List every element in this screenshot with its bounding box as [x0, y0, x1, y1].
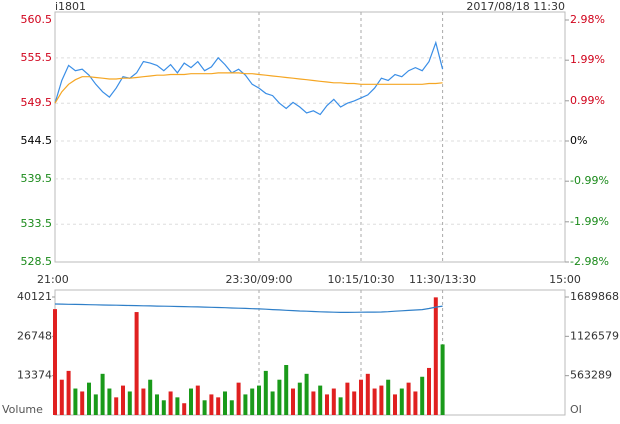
- volume-bar: [175, 397, 180, 415]
- volume-bar: [209, 394, 214, 415]
- volume-bar: [257, 385, 261, 415]
- volume-bar: [53, 309, 57, 415]
- volume-bar: [365, 373, 370, 415]
- volume-bar: [263, 370, 268, 415]
- volume-bar: [420, 376, 425, 415]
- y2-tick-label: 0.99%: [570, 94, 605, 107]
- volume-bar: [229, 400, 234, 415]
- volume-bar: [107, 388, 112, 415]
- volume-bar: [338, 397, 343, 415]
- volume-bar: [277, 379, 282, 415]
- volume-bar: [311, 391, 316, 415]
- volume-bar: [372, 388, 377, 415]
- y2-tick-label: 1.99%: [570, 53, 605, 66]
- volume-bar: [433, 297, 438, 415]
- volume-bar: [243, 394, 248, 415]
- y2-tick-label: 2.98%: [570, 13, 605, 26]
- price-panel: [54, 11, 566, 263]
- volume-bar: [134, 312, 139, 415]
- volume-bar: [284, 365, 289, 415]
- x-tick-label: 15:00: [549, 273, 581, 286]
- timestamp: 2017/08/18 11:30: [466, 0, 565, 13]
- volume-bar: [114, 397, 119, 415]
- volume-bar: [427, 367, 431, 415]
- price-line: [54, 40, 444, 116]
- volume-bar: [100, 373, 105, 415]
- volume-bar: [393, 394, 397, 415]
- price-line: [54, 72, 443, 104]
- y2-tick-label: 563289: [570, 369, 612, 382]
- x-tick-label: 23:30/09:00: [225, 273, 292, 286]
- volume-bar: [406, 382, 411, 415]
- y-tick-label: 40121: [17, 290, 52, 303]
- volume-bar: [331, 388, 336, 415]
- symbol: i1801: [55, 0, 86, 13]
- x-tick-label: 11:30/13:30: [409, 273, 476, 286]
- y2-tick-label: 1126579: [570, 329, 619, 342]
- volume-bar: [202, 400, 207, 415]
- volume-bar: [155, 394, 159, 415]
- y-tick-label: 560.5: [21, 13, 53, 26]
- volume-bar: [440, 344, 445, 415]
- y-tick-label: 539.5: [21, 172, 53, 185]
- volume-bar: [66, 370, 71, 415]
- volume-bar: [345, 382, 350, 415]
- volume-bar: [236, 382, 241, 415]
- volume-bar: [352, 391, 357, 415]
- volume-bar: [182, 403, 187, 415]
- volume-bar: [121, 385, 125, 415]
- y-tick-label: 544.5: [21, 134, 53, 147]
- volume-bar: [304, 373, 309, 415]
- y2-tick-label: 0%: [570, 134, 587, 147]
- volume-bar: [216, 397, 221, 415]
- volume-bar: [87, 382, 91, 415]
- volume-bar: [379, 385, 384, 415]
- y-tick-label: 26748: [17, 329, 52, 342]
- volume-bar: [127, 391, 132, 415]
- y-tick-label: 533.5: [21, 217, 53, 230]
- volume-bar: [250, 388, 255, 415]
- x-tick-label: 21:00: [37, 273, 69, 286]
- volume-bar: [325, 394, 329, 415]
- y-tick-label: 549.5: [21, 96, 53, 109]
- y2-tick-label: -1.99%: [570, 215, 609, 228]
- volume-label: Volume: [2, 403, 43, 416]
- y-tick-label: 528.5: [21, 255, 53, 268]
- volume-bar: [148, 379, 153, 415]
- volume-bar: [59, 379, 64, 415]
- volume-bar: [297, 382, 302, 415]
- volume-bar: [413, 391, 418, 415]
- volume-bar: [168, 391, 173, 415]
- volume-bar: [73, 388, 78, 415]
- oi-label: OI: [570, 403, 582, 416]
- volume-bar: [195, 385, 200, 415]
- y2-tick-label: -0.99%: [570, 174, 609, 187]
- volume-bar: [141, 388, 146, 415]
- volume-bar: [386, 379, 391, 415]
- volume-bar: [318, 385, 323, 415]
- volume-bar: [270, 391, 275, 415]
- volume-bar: [399, 388, 404, 415]
- volume-bar: [223, 391, 227, 415]
- volume-bar: [291, 388, 295, 415]
- y-tick-label: 13374: [17, 369, 52, 382]
- y2-tick-label: -2.98%: [570, 255, 609, 268]
- volume-bar: [80, 391, 85, 415]
- volume-bar: [189, 388, 193, 415]
- y-tick-label: 555.5: [21, 51, 53, 64]
- volume-bar: [161, 400, 166, 415]
- volume-bar: [93, 394, 98, 415]
- y2-tick-label: 1689868: [570, 290, 619, 303]
- x-tick-label: 10:15/10:30: [327, 273, 394, 286]
- oi-line: [54, 303, 443, 313]
- volume-bar: [359, 379, 363, 415]
